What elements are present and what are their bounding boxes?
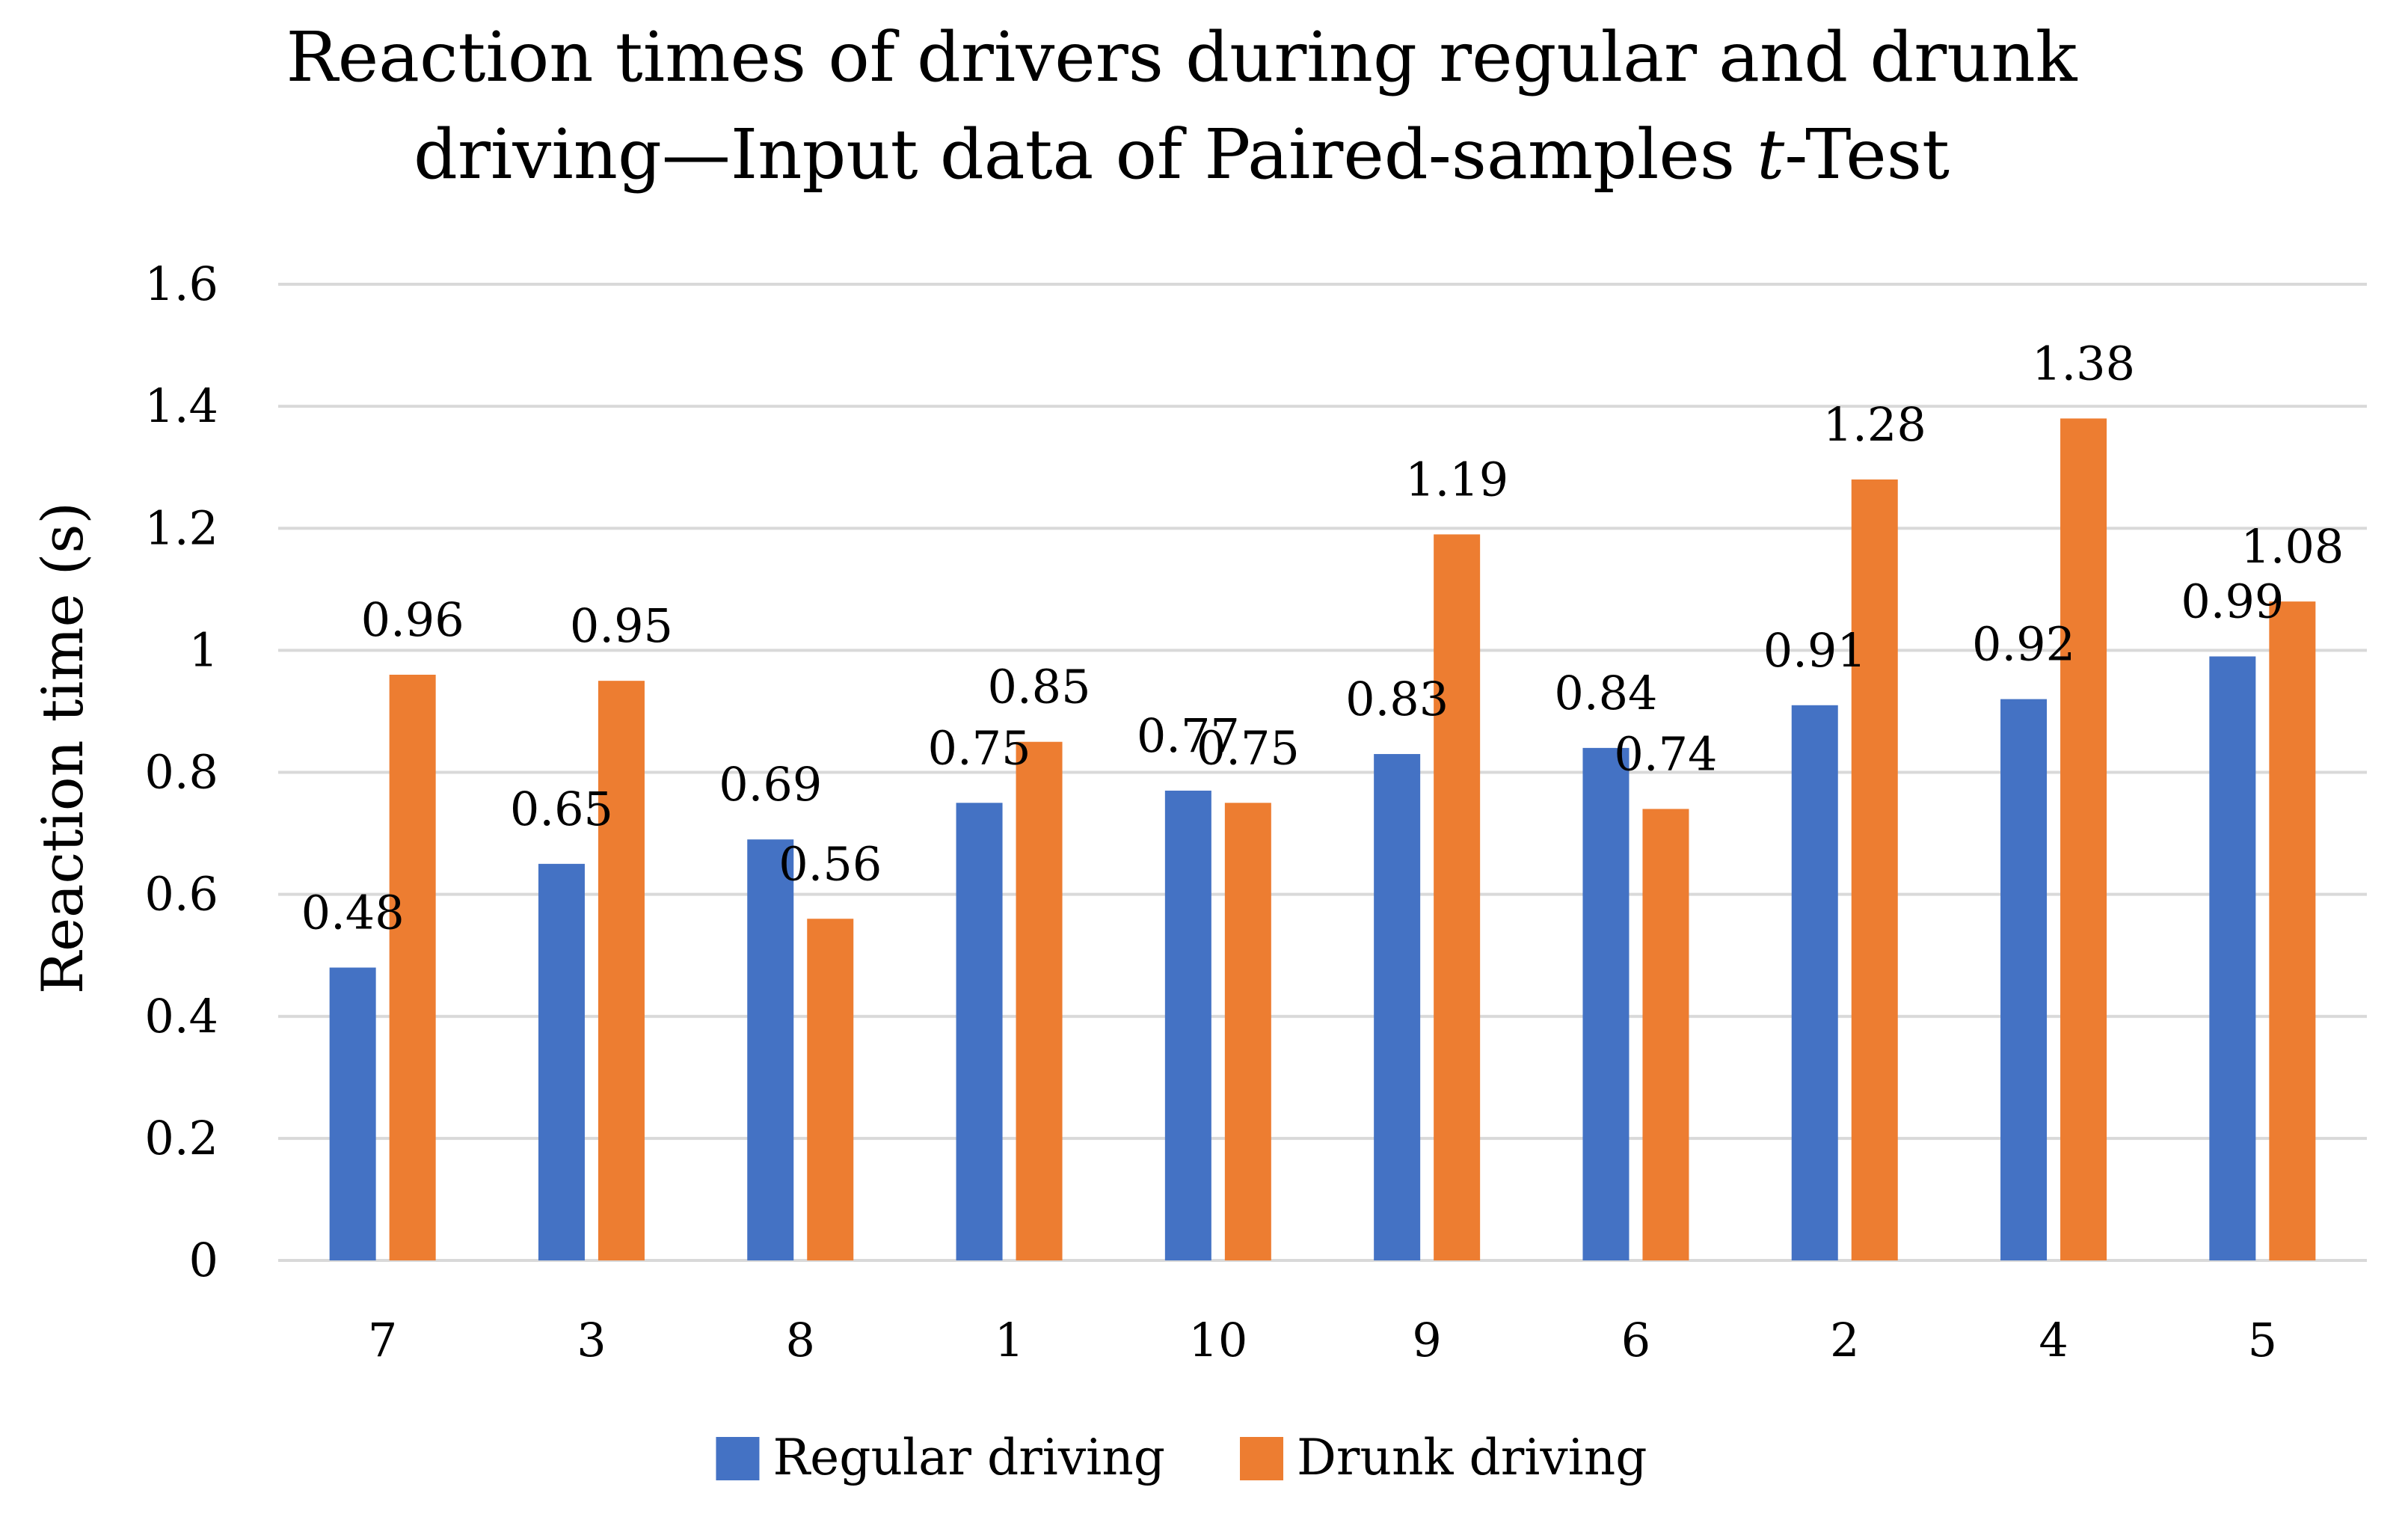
bar <box>1374 754 1421 1260</box>
bar <box>2000 699 2048 1260</box>
bar <box>2269 601 2316 1260</box>
chart-title-line-2-suffix: -Test <box>1784 114 1950 194</box>
y-tick-label: 0 <box>189 1233 218 1287</box>
legend-swatch <box>716 1437 760 1480</box>
bar <box>747 839 794 1260</box>
y-axis-label: Reaction time (s) <box>29 502 96 994</box>
y-tick-label: 1.4 <box>144 378 218 433</box>
data-label: 0.75 <box>928 720 1031 775</box>
y-axis-ticks: 0 0.2 0.4 0.6 0.8 1 1.2 1.4 1.6 <box>144 257 218 1287</box>
chart-title-line-2-prefix: driving—Input data of Paired-samples <box>414 114 1757 194</box>
chart-title-line-1: Reaction times of drivers during regular… <box>286 17 2077 97</box>
data-label: 0.95 <box>570 598 673 653</box>
chart-title-line-2: driving—Input data of Paired-samples t-T… <box>414 114 1950 194</box>
bar <box>598 681 645 1260</box>
bar <box>2060 418 2107 1260</box>
data-label: 1.28 <box>1823 397 1926 452</box>
y-tick-label: 1 <box>189 622 218 677</box>
bar <box>1642 809 1689 1260</box>
data-label: 0.69 <box>719 757 822 812</box>
x-tick-label: 4 <box>2039 1313 2068 1367</box>
bar <box>2209 656 2256 1260</box>
data-label: 0.91 <box>1763 623 1867 678</box>
y-tick-label: 0.6 <box>144 867 218 922</box>
y-tick-label: 0.2 <box>144 1111 218 1165</box>
data-label: 0.74 <box>1614 726 1717 781</box>
bar <box>1164 790 1211 1260</box>
legend-swatch <box>1240 1437 1284 1480</box>
data-labels: 0.480.960.650.950.690.560.750.850.770.75… <box>301 336 2344 940</box>
data-label: 1.19 <box>1405 452 1508 506</box>
x-tick-label: 10 <box>1188 1313 1247 1367</box>
bar <box>538 863 585 1260</box>
y-tick-label: 1.2 <box>144 500 218 555</box>
bar <box>389 675 436 1260</box>
x-tick-label: 3 <box>577 1313 606 1367</box>
data-label: 0.96 <box>361 592 464 647</box>
bar <box>1016 741 1063 1260</box>
bar <box>956 803 1003 1260</box>
data-label: 0.84 <box>1554 666 1657 720</box>
y-tick-label: 0.8 <box>144 745 218 800</box>
data-label: 0.48 <box>301 886 405 940</box>
x-tick-label: 2 <box>1830 1313 1859 1367</box>
bar <box>1224 803 1271 1260</box>
legend-label: Drunk driving <box>1297 1429 1647 1486</box>
bar <box>1434 534 1481 1260</box>
bar <box>1582 747 1630 1260</box>
y-tick-label: 1.6 <box>144 257 218 311</box>
bar <box>807 919 854 1260</box>
legend-label: Regular driving <box>773 1429 1165 1486</box>
y-tick-label: 0.4 <box>144 989 218 1043</box>
x-tick-label: 5 <box>2248 1313 2277 1367</box>
data-label: 0.75 <box>1197 720 1300 775</box>
data-label: 0.92 <box>1972 617 2075 672</box>
x-tick-label: 7 <box>368 1313 397 1367</box>
data-label: 0.56 <box>778 836 882 891</box>
data-label: 0.83 <box>1345 672 1449 726</box>
legend: Regular driving Drunk driving <box>716 1429 1647 1486</box>
x-tick-label: 8 <box>786 1313 815 1367</box>
bar <box>329 967 376 1260</box>
data-label: 1.08 <box>2240 519 2344 574</box>
data-label: 0.65 <box>510 782 613 836</box>
data-label: 1.38 <box>2032 336 2135 390</box>
x-tick-label: 6 <box>1621 1313 1650 1367</box>
x-tick-label: 9 <box>1412 1313 1441 1367</box>
data-label: 0.85 <box>988 660 1091 714</box>
x-axis-ticks: 7 3 8 1 10 9 6 2 4 5 <box>368 1313 2277 1367</box>
bar <box>1851 479 1898 1260</box>
bars <box>329 418 2316 1260</box>
chart-title-line-2-italic: t <box>1757 114 1785 194</box>
data-label: 0.99 <box>2181 574 2284 629</box>
data-label: 0.77 <box>1137 708 1240 763</box>
x-tick-label: 1 <box>995 1313 1024 1367</box>
bar <box>1791 705 1838 1260</box>
